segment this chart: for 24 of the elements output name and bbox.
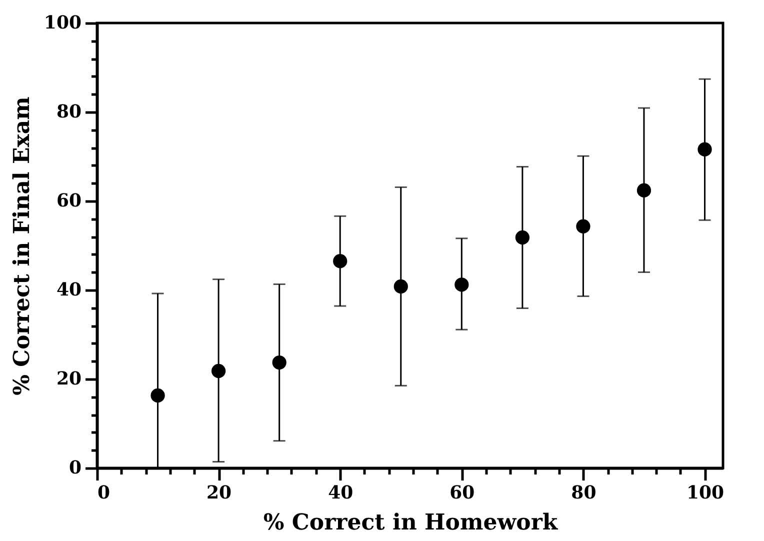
point [333, 254, 348, 268]
x-tick-label: 100 [686, 482, 724, 504]
x-tick-label: 0 [98, 482, 110, 504]
point [272, 355, 286, 370]
y-tick-label: 40 [56, 280, 82, 300]
point [636, 183, 652, 198]
y-tick-label: 0 [68, 458, 82, 478]
y-axis-title: % Correct in Final Exam [8, 96, 35, 396]
y-tick-label: 100 [44, 12, 82, 34]
x-axis-title: % Correct in Homework [263, 510, 558, 536]
x-tick-label: 40 [328, 482, 354, 504]
y-tick-label: 20 [56, 368, 82, 390]
y-tick-label: 80 [56, 102, 82, 122]
point [576, 219, 590, 234]
point [698, 142, 712, 156]
point [515, 230, 530, 245]
point [394, 279, 408, 294]
point [211, 364, 226, 378]
y-tick-label: 60 [56, 190, 82, 212]
x-tick-label: 80 [571, 482, 596, 504]
x-tick-label: 20 [206, 482, 232, 504]
point [454, 278, 469, 292]
point [150, 388, 165, 403]
x-tick-label: 60 [450, 482, 475, 504]
